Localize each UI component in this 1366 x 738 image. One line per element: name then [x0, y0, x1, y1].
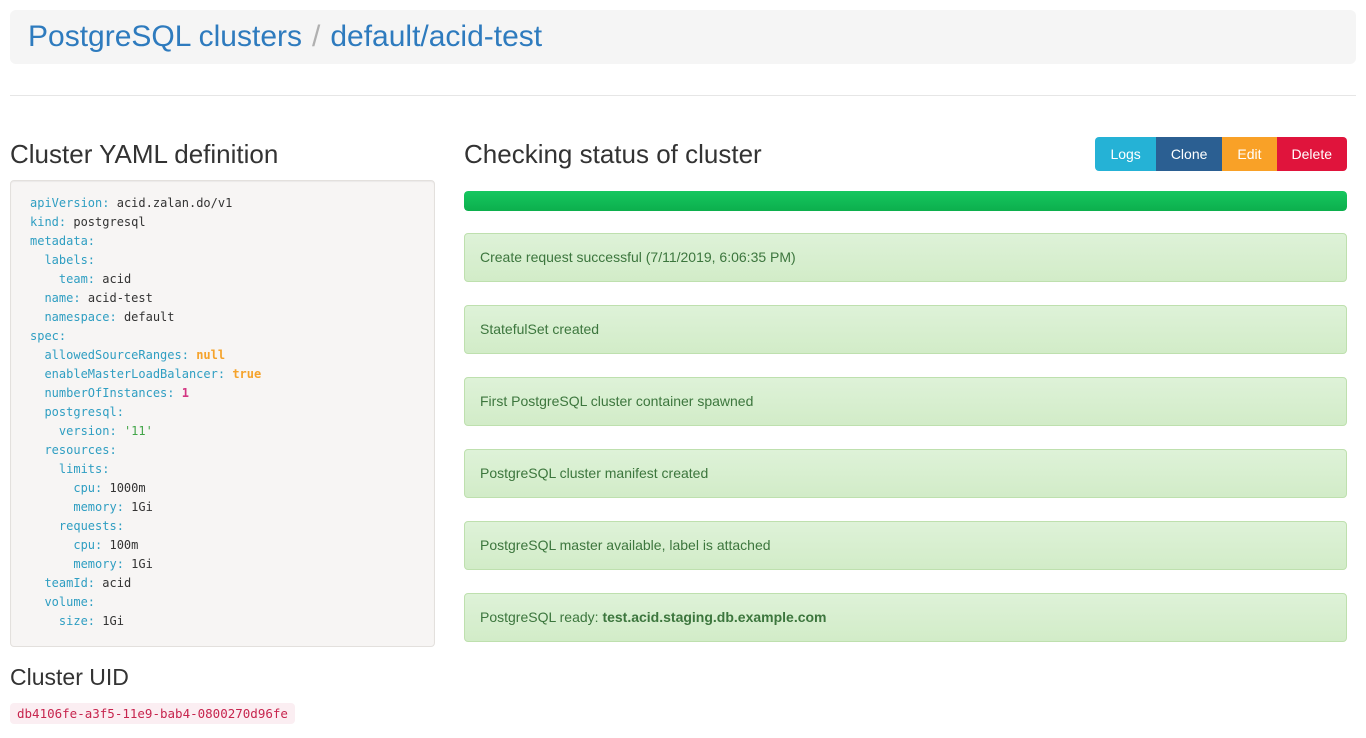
yaml-line: memory: 1Gi: [30, 500, 153, 514]
status-alert: StatefulSet created: [464, 305, 1347, 354]
logs-button[interactable]: Logs: [1095, 137, 1156, 171]
status-alert: PostgreSQL master available, label is at…: [464, 521, 1347, 570]
yaml-line: size: 1Gi: [30, 614, 124, 628]
status-message-list: Create request successful (7/11/2019, 6:…: [464, 233, 1347, 642]
yaml-line: metadata:: [30, 234, 96, 248]
breadcrumb-current-link[interactable]: default/acid-test: [330, 20, 543, 53]
yaml-line: team: acid: [30, 272, 132, 286]
yaml-line: name: acid-test: [30, 291, 153, 305]
yaml-line: postgresql:: [30, 405, 124, 419]
yaml-line: allowedSourceRanges: null: [30, 348, 226, 362]
page-title: PostgreSQL clusters / default/acid-test: [28, 22, 542, 52]
yaml-definition: apiVersion: acid.zalan.do/v1 kind: postgr…: [10, 180, 435, 647]
yaml-line: teamId: acid: [30, 576, 132, 590]
uid-section-title: Cluster UID: [10, 664, 129, 690]
yaml-line: version: '11': [30, 424, 153, 438]
yaml-line: resources:: [30, 443, 117, 457]
yaml-line: labels:: [30, 253, 96, 267]
status-section-title: Checking status of cluster: [464, 139, 762, 169]
cluster-action-buttons: Logs Clone Edit Delete: [1095, 137, 1347, 171]
breadcrumb-separator: /: [312, 20, 321, 53]
yaml-line: limits:: [30, 462, 110, 476]
yaml-line: cpu: 100m: [30, 538, 139, 552]
yaml-line: namespace: default: [30, 310, 175, 324]
progress-bar: [464, 191, 1347, 211]
yaml-line: memory: 1Gi: [30, 557, 153, 571]
yaml-line: spec:: [30, 329, 67, 343]
status-alert: PostgreSQL cluster manifest created: [464, 449, 1347, 498]
yaml-line: cpu: 1000m: [30, 481, 146, 495]
status-alert: PostgreSQL ready: test.acid.staging.db.e…: [464, 593, 1347, 642]
yaml-line: apiVersion: acid.zalan.do/v1: [30, 196, 233, 210]
yaml-line: requests:: [30, 519, 124, 533]
yaml-line: enableMasterLoadBalancer: true: [30, 367, 262, 381]
clone-button[interactable]: Clone: [1155, 137, 1223, 171]
delete-button[interactable]: Delete: [1276, 137, 1347, 171]
yaml-line: volume:: [30, 595, 96, 609]
breadcrumb-root-link[interactable]: PostgreSQL clusters: [28, 20, 302, 53]
yaml-column: Cluster YAML definition apiVersion: acid…: [10, 139, 435, 724]
status-header: Checking status of cluster Logs Clone Edit…: [464, 137, 1347, 180]
yaml-line: kind: postgresql: [30, 215, 146, 229]
breadcrumb: PostgreSQL clusters / default/acid-test: [10, 10, 1356, 64]
status-alert: Create request successful (7/11/2019, 6:…: [464, 233, 1347, 282]
edit-button[interactable]: Edit: [1222, 137, 1277, 171]
progress-track: [464, 191, 1347, 211]
main-content: Cluster YAML definition apiVersion: acid…: [0, 96, 1366, 724]
yaml-line: numberOfInstances: 1: [30, 386, 189, 400]
status-alert: First PostgreSQL cluster container spawn…: [464, 377, 1347, 426]
cluster-hostname: test.acid.staging.db.example.com: [602, 609, 827, 625]
cluster-uid: db4106fe-a3f5-11e9-bab4-0800270d96fe: [10, 703, 295, 724]
header-divider: [10, 95, 1356, 96]
yaml-section-title: Cluster YAML definition: [10, 139, 279, 169]
status-column: Checking status of cluster Logs Clone Edit…: [464, 137, 1347, 724]
